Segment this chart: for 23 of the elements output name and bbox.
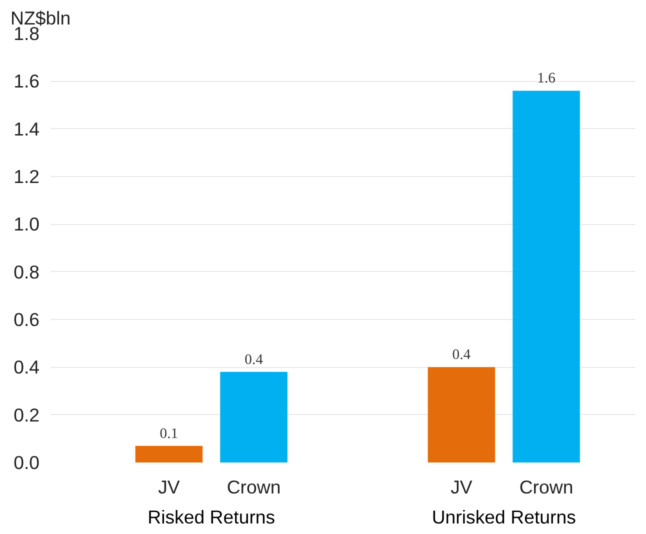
- bar: [135, 446, 203, 462]
- bar: [428, 367, 496, 462]
- bar: [512, 90, 580, 462]
- y-tick-label: 0.6: [14, 309, 40, 330]
- y-tick-label: 1.0: [14, 214, 40, 235]
- x-tick-label: Risked Returns: [148, 506, 276, 528]
- y-tick-label: 0.8: [14, 261, 40, 282]
- bar: [220, 372, 288, 462]
- data-label: 0.4: [244, 352, 264, 368]
- data-label: 1.6: [537, 70, 556, 87]
- y-tick-label: 1.6: [14, 70, 40, 92]
- data-label: 0.4: [452, 347, 472, 364]
- text: JV: [450, 476, 472, 498]
- data-label: 0.1: [160, 426, 178, 442]
- series-label: JV: [158, 476, 180, 498]
- y-tick-label: 0.2: [14, 404, 40, 426]
- y-tick-label: 0.4: [14, 356, 40, 378]
- x-tick-label: Unrisked Returns: [432, 506, 576, 528]
- y-tick-label: 1.4: [14, 118, 40, 140]
- y-tick-label: 0.0: [14, 452, 40, 473]
- series-label: Crown: [226, 476, 281, 498]
- text: Crown: [519, 476, 574, 498]
- y-tick-label: 1.2: [14, 166, 40, 187]
